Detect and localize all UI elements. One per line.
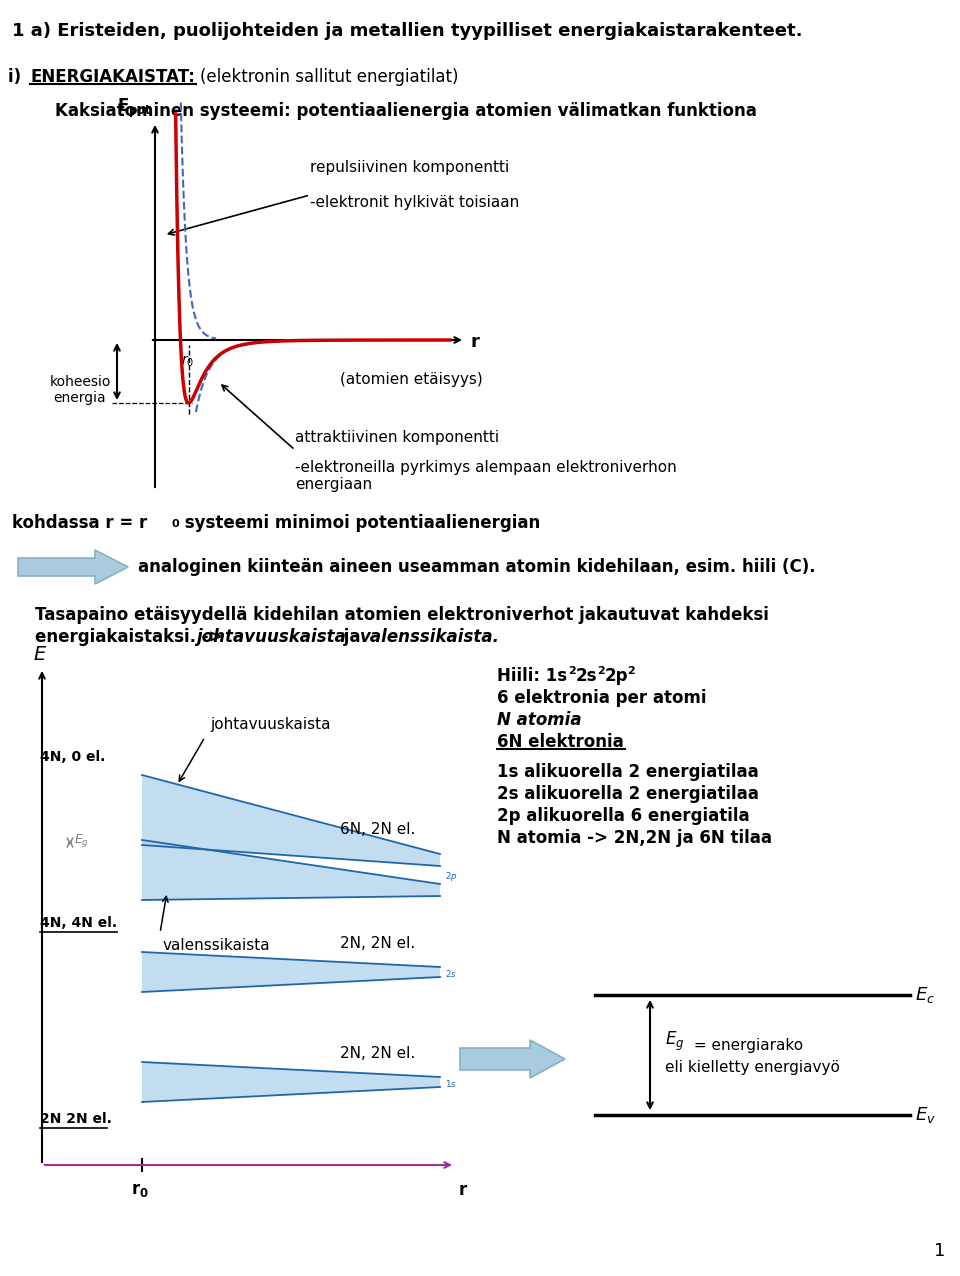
Text: $\mathbf{r_0}$: $\mathbf{r_0}$	[132, 1182, 149, 1199]
Text: 1: 1	[934, 1242, 945, 1259]
Text: 2: 2	[627, 666, 635, 676]
Text: $r_0$: $r_0$	[181, 353, 194, 369]
Text: eli kielletty energiavyö: eli kielletty energiavyö	[665, 1060, 840, 1074]
Text: ja: ja	[338, 628, 367, 646]
Text: valenssikaista: valenssikaista	[163, 938, 271, 952]
Text: 2N 2N el.: 2N 2N el.	[40, 1111, 112, 1125]
Text: kohdassa r = r: kohdassa r = r	[12, 514, 147, 532]
Text: (atomien etäisyys): (atomien etäisyys)	[340, 373, 483, 387]
Text: $_{2p}$: $_{2p}$	[445, 870, 458, 884]
Text: r: r	[470, 333, 479, 351]
Text: systeemi minimoi potentiaalienergian: systeemi minimoi potentiaalienergian	[179, 514, 540, 532]
Text: (elektronin sallitut energiatilat): (elektronin sallitut energiatilat)	[200, 68, 459, 85]
Text: $_{2s}$: $_{2s}$	[445, 967, 457, 980]
Text: 2p alikuorella 6 energiatila: 2p alikuorella 6 energiatila	[497, 806, 750, 826]
Text: 4N, 0 el.: 4N, 0 el.	[40, 750, 106, 764]
Text: analoginen kiinteän aineen useamman atomin kidehilaan, esim. hiili (C).: analoginen kiinteän aineen useamman atom…	[138, 558, 816, 575]
Text: = energiarako: = energiarako	[689, 1037, 804, 1053]
Polygon shape	[142, 1062, 440, 1102]
Text: energiaan: energiaan	[295, 477, 372, 493]
Text: energiakaistaksi. ->: energiakaistaksi. ->	[35, 628, 228, 646]
Text: 2s: 2s	[576, 667, 597, 685]
Text: $\mathbf{r}$: $\mathbf{r}$	[458, 1182, 468, 1199]
Text: 2s alikuorella 2 energiatilaa: 2s alikuorella 2 energiatilaa	[497, 785, 758, 803]
Text: $E_g$: $E_g$	[665, 1030, 684, 1053]
Text: johtavuuskaista: johtavuuskaista	[210, 717, 330, 732]
Text: 2: 2	[568, 666, 576, 676]
Polygon shape	[142, 952, 440, 991]
Text: 0: 0	[171, 519, 179, 530]
Text: johtavuuskaista: johtavuuskaista	[196, 628, 346, 646]
Text: 6N elektronia: 6N elektronia	[497, 732, 624, 752]
Text: 6N, 2N el.: 6N, 2N el.	[340, 823, 416, 837]
Text: Kaksiatominen systeemi: potentiaalienergia atomien välimatkan funktiona: Kaksiatominen systeemi: potentiaalienerg…	[55, 102, 756, 120]
Text: 6 elektronia per atomi: 6 elektronia per atomi	[497, 689, 707, 707]
Polygon shape	[142, 840, 440, 900]
Text: Tasapaino etäisyydellä kidehilan atomien elektroniverhot jakautuvat kahdeksi: Tasapaino etäisyydellä kidehilan atomien…	[35, 606, 769, 624]
Text: 1 a) Eristeiden, puolijohteiden ja metallien tyypilliset energiakaistarakenteet.: 1 a) Eristeiden, puolijohteiden ja metal…	[12, 22, 803, 40]
Text: 4N, 4N el.: 4N, 4N el.	[40, 916, 117, 930]
Text: $E_v$: $E_v$	[915, 1105, 936, 1125]
Polygon shape	[142, 775, 440, 866]
Text: 2: 2	[597, 666, 605, 676]
Text: repulsiivinen komponentti: repulsiivinen komponentti	[310, 160, 509, 175]
Polygon shape	[18, 550, 128, 584]
Text: 2p: 2p	[605, 667, 629, 685]
Text: 1s alikuorella 2 energiatilaa: 1s alikuorella 2 energiatilaa	[497, 763, 758, 781]
Text: attraktiivinen komponentti: attraktiivinen komponentti	[295, 430, 499, 445]
Text: $E_g$: $E_g$	[74, 832, 89, 849]
Text: 2N, 2N el.: 2N, 2N el.	[340, 937, 416, 952]
Text: -elektronit hylkivät toisiaan: -elektronit hylkivät toisiaan	[310, 195, 519, 211]
Polygon shape	[460, 1040, 565, 1078]
Text: Hiili: 1s: Hiili: 1s	[497, 667, 567, 685]
Text: $\mathbf{E_{pot}}$: $\mathbf{E_{pot}}$	[117, 97, 152, 120]
Text: 2N, 2N el.: 2N, 2N el.	[340, 1046, 416, 1062]
Text: $E_c$: $E_c$	[915, 985, 935, 1005]
Text: ENERGIAKAISTAT:: ENERGIAKAISTAT:	[30, 68, 195, 85]
Text: $\mathit{E}$: $\mathit{E}$	[33, 644, 47, 664]
Text: $_{1s}$: $_{1s}$	[445, 1077, 457, 1091]
Text: valenssikaista.: valenssikaista.	[360, 628, 500, 646]
Text: -elektroneilla pyrkimys alempaan elektroniverhon: -elektroneilla pyrkimys alempaan elektro…	[295, 461, 677, 475]
Text: N atomia -> 2N,2N ja 6N tilaa: N atomia -> 2N,2N ja 6N tilaa	[497, 829, 772, 847]
Text: i): i)	[8, 68, 27, 85]
Text: N atomia: N atomia	[497, 711, 582, 729]
Text: koheesio
energia: koheesio energia	[49, 375, 110, 404]
